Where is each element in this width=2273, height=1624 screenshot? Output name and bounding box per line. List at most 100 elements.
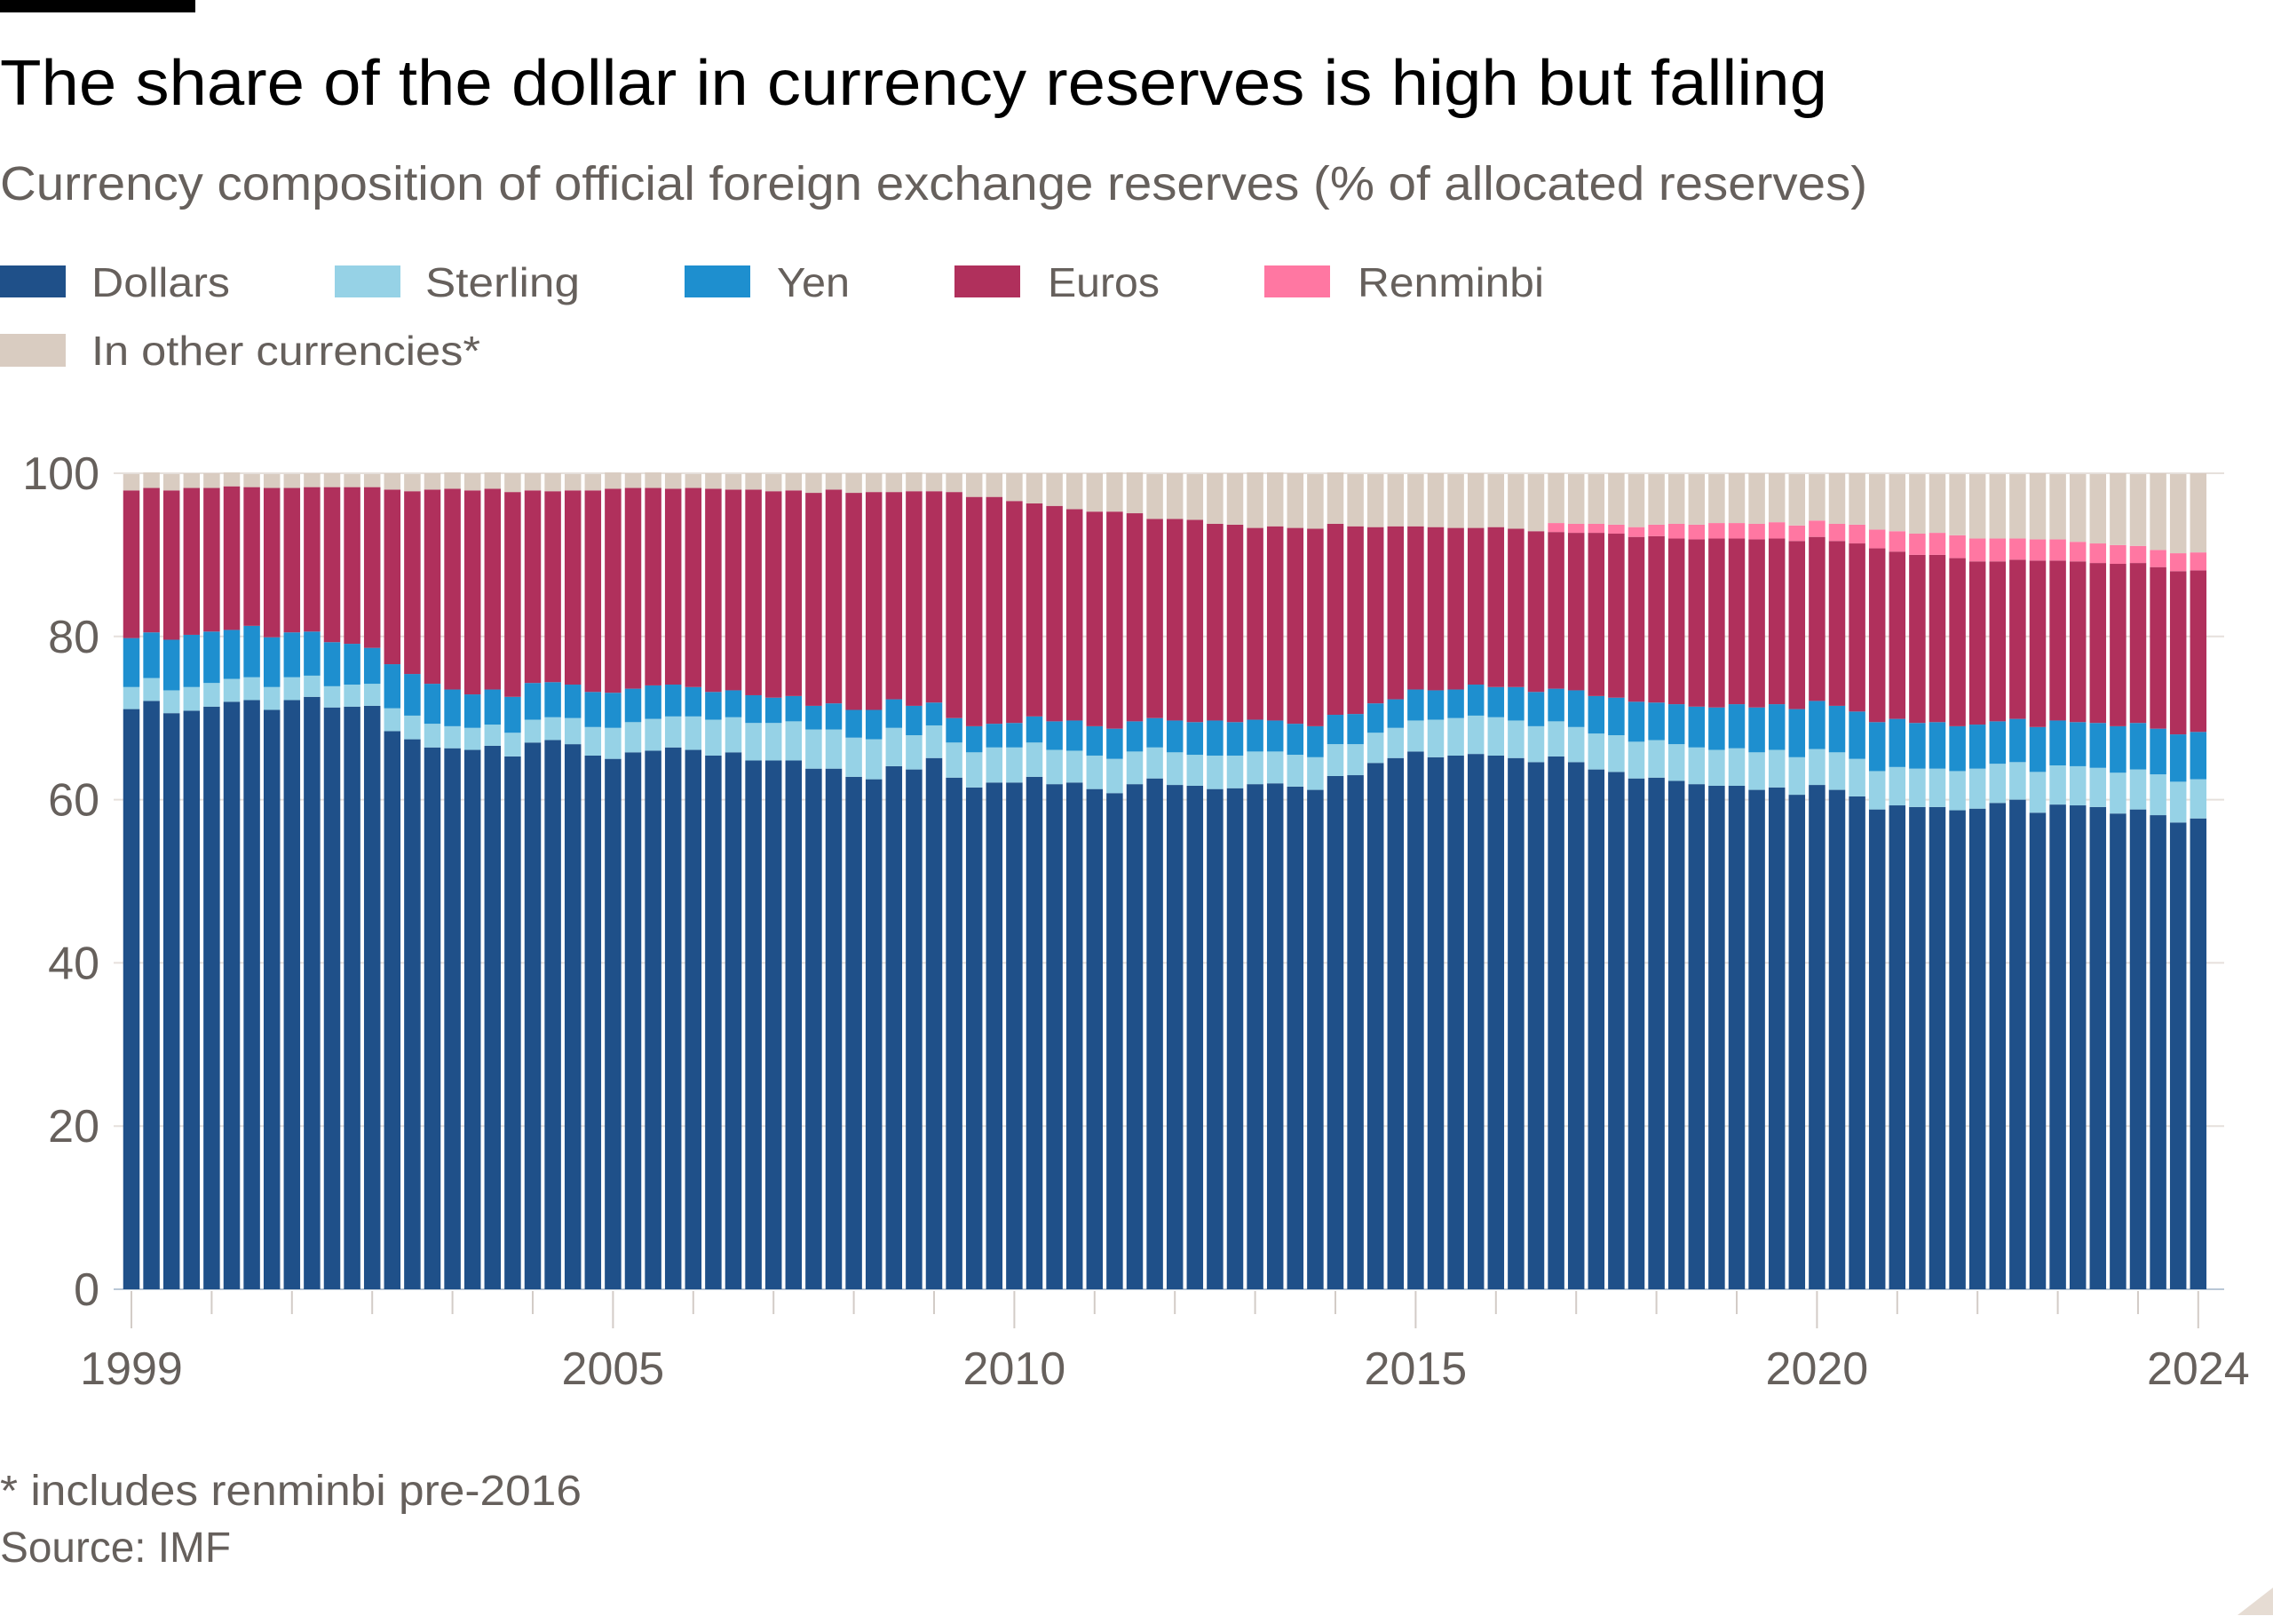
bar-segment-in-other-currencies — [2049, 473, 2066, 540]
bar-segment-yen — [1247, 719, 1263, 752]
bar-stack — [2150, 473, 2166, 1289]
bar-segment-sterling — [363, 684, 381, 706]
bar-segment-dollars — [805, 768, 822, 1289]
bar-stack — [965, 473, 983, 1289]
bar-segment-dollars — [1989, 803, 2007, 1289]
bar-segment-sterling — [1728, 748, 1746, 786]
bar-segment-dollars — [725, 752, 742, 1289]
bar-segment-euros — [1086, 511, 1104, 726]
bar-segment-sterling — [946, 742, 962, 778]
bar-segment-in-other-currencies — [344, 473, 360, 487]
bar-segment-yen — [584, 692, 602, 727]
bar-segment-euros — [183, 487, 201, 635]
bar-segment-yen — [1387, 699, 1405, 728]
bar-segment-sterling — [725, 717, 742, 753]
bar-segment-dollars — [1126, 784, 1144, 1289]
bar-segment-euros — [1667, 538, 1685, 705]
bar-stack — [1928, 473, 1946, 1289]
bar-segment-yen — [1868, 722, 1886, 772]
bar-segment-dollars — [444, 748, 461, 1289]
bar-segment-dollars — [1909, 806, 1926, 1289]
bar-segment-euros — [524, 490, 542, 684]
bar-stack — [986, 473, 1003, 1289]
bar-segment-sterling — [1708, 749, 1725, 786]
bar-stack — [1989, 473, 2007, 1289]
bar-stack — [1467, 473, 1485, 1289]
bar-segment-yen — [384, 664, 401, 709]
bar-segment-euros — [463, 490, 481, 695]
bar-segment-euros — [363, 487, 381, 648]
bar-segment-yen — [1026, 716, 1043, 743]
bar-segment-sterling — [785, 721, 803, 761]
bar-segment-yen — [1667, 704, 1685, 745]
bar-segment-dollars — [1106, 793, 1123, 1289]
bar-stack — [1487, 473, 1505, 1289]
bar-segment-yen — [1467, 685, 1485, 716]
y-tick-label: 20 — [48, 1101, 99, 1153]
bar-segment-in-other-currencies — [1667, 473, 1685, 524]
bar-segment-euros — [1909, 554, 1926, 724]
bar-stack — [1186, 473, 1204, 1289]
bar-stack — [925, 473, 943, 1289]
bar-segment-dollars — [1508, 757, 1525, 1289]
bar-segment-in-other-currencies — [1146, 473, 1163, 519]
bar-segment-yen — [2169, 734, 2187, 782]
bar-segment-sterling — [664, 716, 682, 748]
bar-segment-yen — [444, 689, 461, 726]
bar-segment-yen — [1065, 720, 1083, 751]
bar-stack — [444, 472, 461, 1289]
bar-segment-renminbi — [1928, 533, 1946, 555]
bar-segment-yen — [304, 631, 321, 676]
bar-segment-euros — [2110, 564, 2126, 726]
bar-segment-sterling — [1427, 719, 1445, 757]
bar-segment-in-other-currencies — [1106, 472, 1123, 512]
bar-segment-dollars — [1287, 786, 1304, 1289]
y-tick-label: 80 — [48, 612, 99, 663]
bar-segment-dollars — [1407, 751, 1424, 1289]
bar-segment-yen — [764, 697, 782, 724]
bar-stack — [584, 473, 602, 1289]
bar-stack — [484, 472, 502, 1289]
bar-segment-in-other-currencies — [906, 472, 923, 492]
bar-segment-yen — [1207, 720, 1224, 756]
bar-segment-dollars — [1828, 789, 1846, 1289]
x-axis: 1999 2005 2010 2015 2020 2024 — [80, 1291, 2250, 1395]
bar-stack — [685, 473, 702, 1289]
bar-segment-renminbi — [1968, 538, 1986, 562]
bar-segment-euros — [223, 486, 241, 630]
bar-segment-yen — [1447, 689, 1464, 718]
bar-stack — [645, 472, 661, 1289]
bar-segment-sterling — [1467, 715, 1485, 755]
bar-segment-renminbi — [2089, 543, 2107, 564]
bar-segment-dollars — [865, 779, 883, 1290]
bar-segment-dollars — [504, 756, 521, 1289]
bar-segment-yen — [162, 639, 180, 691]
bar-segment-euros — [1006, 501, 1023, 724]
bar-segment-euros — [1588, 533, 1605, 696]
bar-segment-dollars — [143, 701, 160, 1289]
legend-label-renminbi: Renminbi — [1358, 259, 1544, 305]
bar-segment-in-other-currencies — [1909, 473, 1926, 535]
bar-segment-in-other-currencies — [1708, 473, 1725, 524]
bar-segment-dollars — [123, 709, 140, 1289]
bar-segment-in-other-currencies — [2089, 473, 2107, 544]
bar-stack — [906, 472, 923, 1289]
bar-segment-dollars — [2049, 804, 2066, 1289]
bar-segment-dollars — [1588, 769, 1605, 1289]
bar-segment-dollars — [1788, 795, 1806, 1289]
bar-stack — [1968, 473, 1986, 1289]
bar-stack — [424, 473, 441, 1289]
bar-segment-in-other-currencies — [524, 473, 542, 491]
bar-stack — [1106, 472, 1123, 1289]
y-tick-label: 100 — [22, 448, 99, 500]
bar-segment-in-other-currencies — [825, 473, 843, 490]
bar-segment-yen — [1106, 728, 1123, 759]
bar-segment-euros — [2009, 559, 2026, 719]
bar-segment-in-other-currencies — [885, 473, 903, 493]
bar-segment-renminbi — [2169, 553, 2187, 572]
bar-segment-in-other-currencies — [564, 473, 582, 491]
bar-segment-dollars — [825, 768, 843, 1289]
bar-segment-sterling — [183, 686, 201, 711]
bar-segment-dollars — [1307, 789, 1324, 1289]
bar-stack — [304, 473, 321, 1289]
